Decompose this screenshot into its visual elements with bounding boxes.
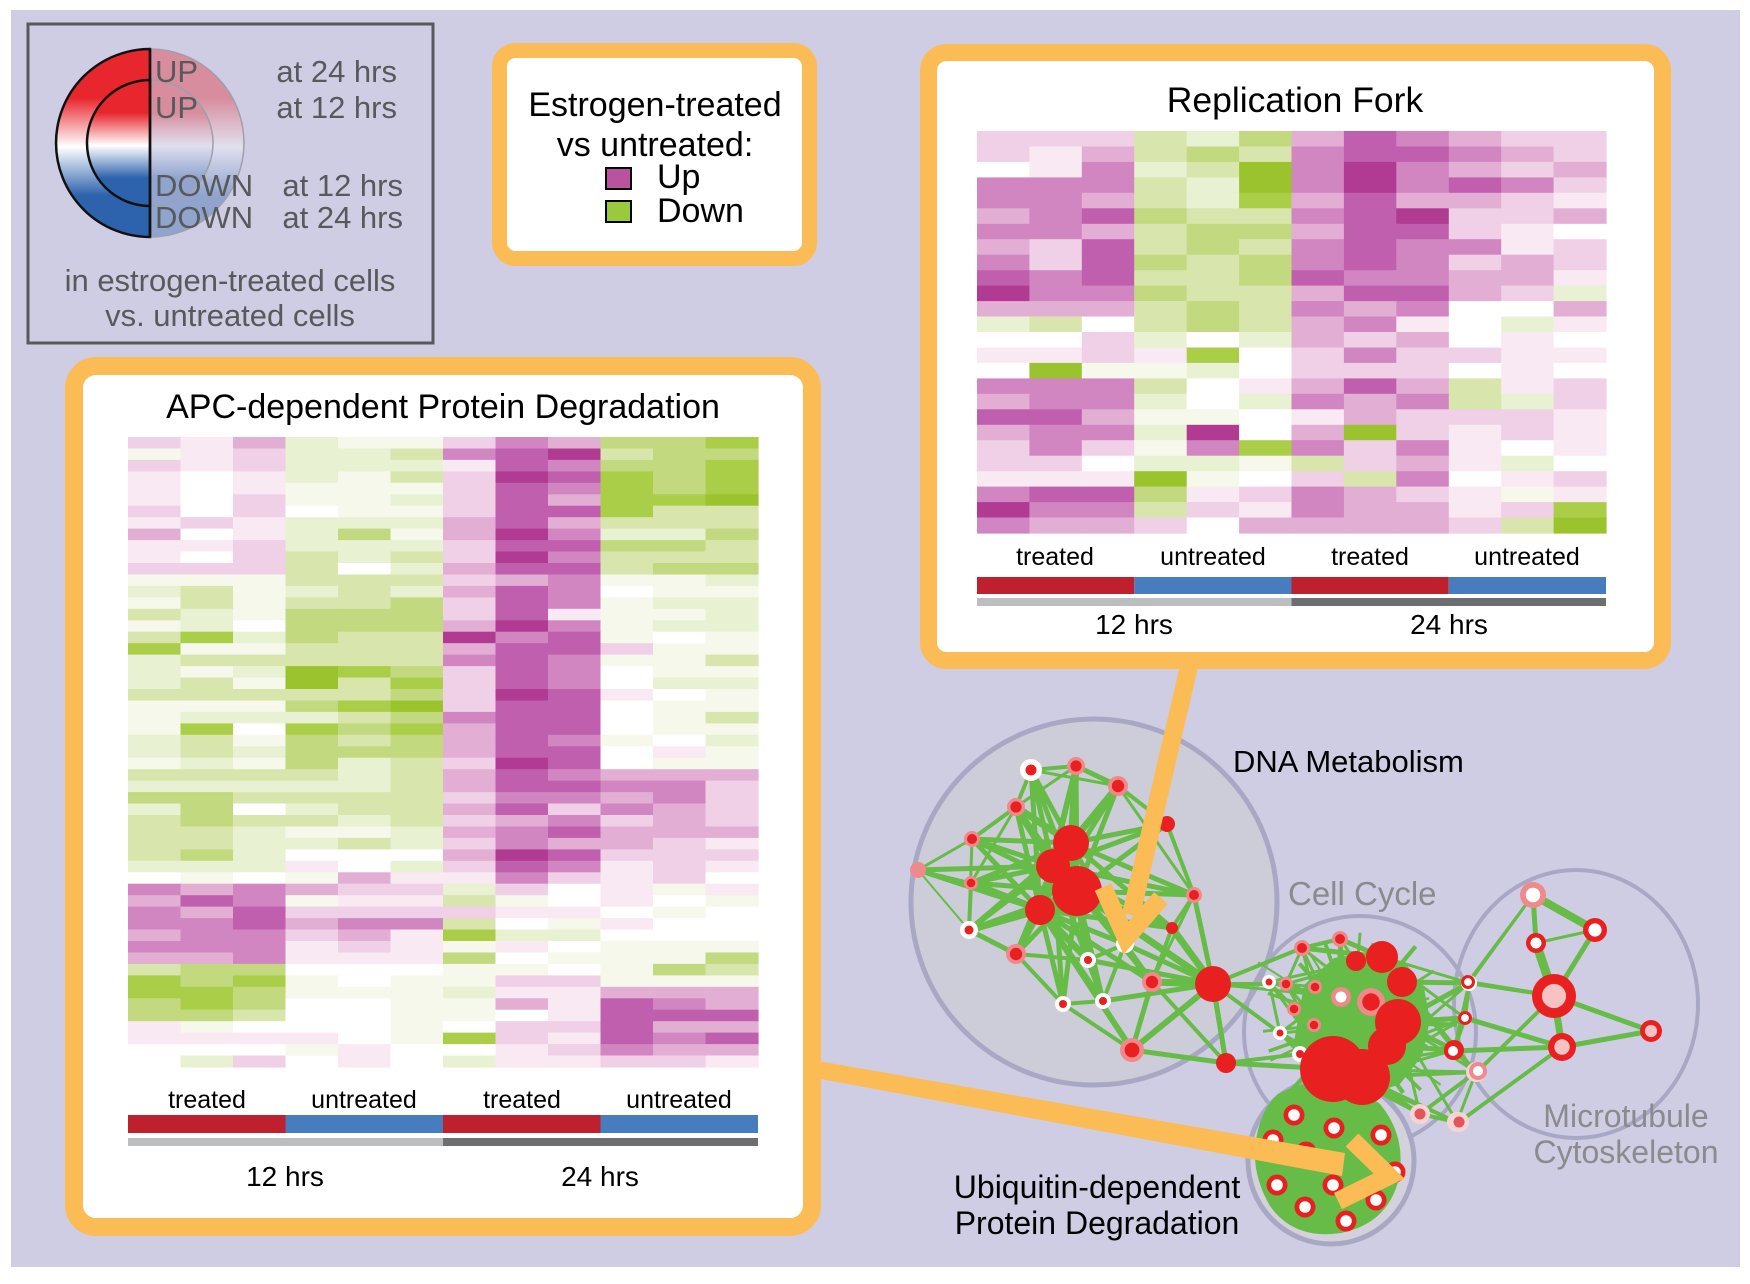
svg-text:DOWN: DOWN	[155, 168, 253, 203]
svg-text:APC-dependent Protein Degradat: APC-dependent Protein Degradation	[166, 388, 720, 426]
svg-text:untreated: untreated	[1160, 543, 1266, 571]
svg-text:at 24 hrs: at 24 hrs	[282, 200, 403, 235]
svg-text:UP: UP	[155, 90, 198, 125]
svg-text:Cytoskeleton: Cytoskeleton	[1534, 1134, 1719, 1170]
svg-text:DNA Metabolism: DNA Metabolism	[1233, 744, 1464, 779]
svg-text:Down: Down	[657, 192, 744, 230]
svg-text:24 hrs: 24 hrs	[561, 1161, 639, 1192]
svg-text:vs. untreated cells: vs. untreated cells	[105, 298, 355, 333]
svg-text:untreated: untreated	[626, 1086, 732, 1114]
svg-text:12 hrs: 12 hrs	[246, 1161, 324, 1192]
svg-text:at 12 hrs: at 12 hrs	[282, 168, 403, 203]
svg-text:24 hrs: 24 hrs	[1410, 609, 1488, 640]
svg-text:in estrogen-treated cells: in estrogen-treated cells	[65, 263, 396, 298]
svg-text:treated: treated	[483, 1086, 561, 1114]
svg-text:Replication Fork: Replication Fork	[1167, 80, 1424, 120]
svg-text:12 hrs: 12 hrs	[1095, 609, 1173, 640]
svg-text:Estrogen-treated: Estrogen-treated	[528, 86, 781, 124]
svg-text:at 12 hrs: at 12 hrs	[276, 90, 397, 125]
svg-text:untreated: untreated	[311, 1086, 417, 1114]
svg-text:treated: treated	[168, 1086, 246, 1114]
svg-text:Cell Cycle: Cell Cycle	[1288, 875, 1437, 912]
svg-text:treated: treated	[1331, 543, 1409, 571]
svg-text:DOWN: DOWN	[155, 200, 253, 235]
svg-text:untreated: untreated	[1474, 543, 1580, 571]
svg-text:Microtubule: Microtubule	[1543, 1098, 1708, 1134]
svg-text:at 24 hrs: at 24 hrs	[276, 54, 397, 89]
svg-text:Up: Up	[657, 158, 700, 196]
svg-text:vs untreated:: vs untreated:	[557, 126, 754, 164]
svg-text:treated: treated	[1016, 543, 1094, 571]
svg-text:Ubiquitin-dependent: Ubiquitin-dependent	[954, 1169, 1241, 1205]
svg-text:Protein Degradation: Protein Degradation	[955, 1205, 1240, 1241]
svg-text:UP: UP	[155, 54, 198, 89]
